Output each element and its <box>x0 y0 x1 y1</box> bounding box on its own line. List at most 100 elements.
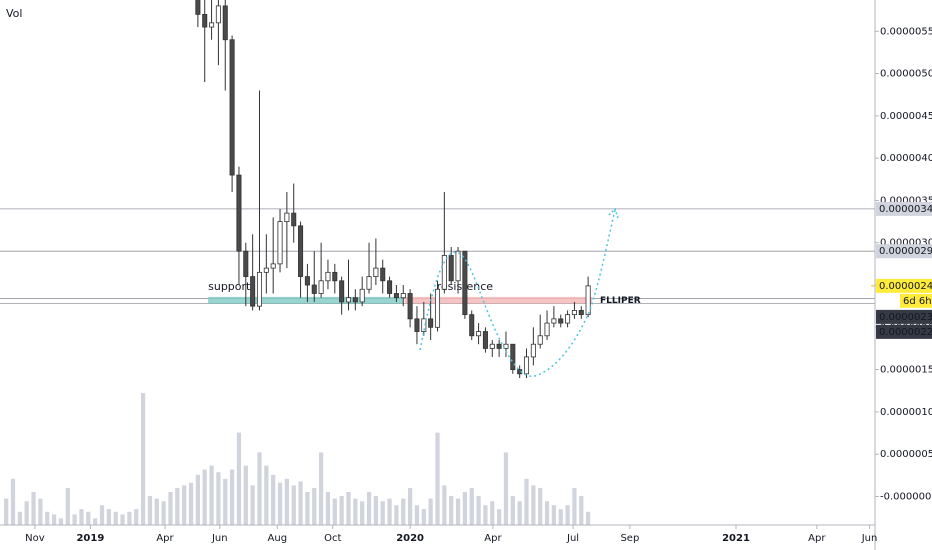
volume-bar <box>579 495 584 525</box>
zone <box>208 296 404 304</box>
candle-body <box>304 276 310 286</box>
y-tick-label: -0.00000000 <box>880 491 932 502</box>
candle-body <box>366 276 372 290</box>
volume-bar <box>332 498 337 525</box>
volume-bar <box>113 511 118 525</box>
volume-bar <box>305 492 310 525</box>
candle-body <box>325 271 331 282</box>
volume-bar <box>223 478 228 525</box>
candle-body <box>503 343 509 349</box>
candle-body <box>229 39 235 176</box>
x-tick-label: Sep <box>620 533 639 544</box>
volume-bar <box>318 452 324 525</box>
candle-body <box>222 5 228 41</box>
volume-bar <box>168 492 173 525</box>
projection-arrow <box>608 207 619 219</box>
x-tick-label: Aug <box>268 533 288 544</box>
volume-bar <box>312 488 317 525</box>
candle-body <box>421 318 427 332</box>
volume-bar <box>449 495 454 525</box>
candle-body <box>434 288 441 328</box>
candle-body <box>571 310 577 316</box>
x-tick-label: Apr <box>156 533 174 544</box>
volume-bar <box>277 482 283 525</box>
candle-body <box>359 288 365 303</box>
volume-bar <box>551 505 557 525</box>
volume-bar <box>127 511 132 525</box>
volume-bar <box>366 492 372 525</box>
candle-body <box>352 297 358 303</box>
candle-body <box>332 271 338 282</box>
volume-bar <box>161 501 166 525</box>
x-tick-label: 2020 <box>396 533 424 544</box>
volume-bar <box>490 501 495 525</box>
y-tick-label: 0.00000050 <box>880 449 932 460</box>
candle-body <box>469 314 475 337</box>
candle-body <box>263 267 269 273</box>
projection-curve <box>419 209 616 378</box>
volume-bar <box>134 509 139 525</box>
volume-bar <box>147 495 153 525</box>
candle-body <box>441 255 447 290</box>
volume-bar <box>202 469 207 525</box>
candle-body <box>428 318 434 328</box>
volume-bar <box>524 478 529 525</box>
candle-body <box>455 250 461 282</box>
x-tick-label: Nov <box>25 533 45 544</box>
volume-bar <box>476 495 481 525</box>
volume-bar <box>229 469 235 525</box>
x-tick-label: Jul <box>566 533 579 544</box>
volume-bar <box>503 452 509 525</box>
candle-body <box>523 356 530 375</box>
volume-bar <box>271 474 276 525</box>
volume-bar <box>373 495 379 525</box>
candle-body <box>400 293 406 299</box>
candle-body <box>298 225 304 277</box>
candle-body <box>373 267 379 277</box>
volume-bar <box>442 485 447 525</box>
volume-bar <box>264 465 269 525</box>
candle-body <box>250 276 256 307</box>
candle-body <box>489 343 495 349</box>
candle-body <box>202 13 208 28</box>
candle-body <box>291 212 297 227</box>
volume-bar <box>188 482 194 525</box>
volume-bar <box>298 481 303 525</box>
last-price-label: 0.00000249 <box>879 281 932 292</box>
candle-body <box>537 335 543 345</box>
x-tick-label: Apr <box>484 533 502 544</box>
volume-bar <box>339 495 344 525</box>
volume-bar <box>243 465 248 525</box>
volume-bar <box>79 509 84 525</box>
volume-bar <box>565 505 570 525</box>
candle-body <box>407 293 413 320</box>
volume-bar <box>195 474 200 525</box>
last-price-label-box <box>876 278 932 293</box>
volume-label: Vol <box>6 7 22 20</box>
candle-body <box>551 318 557 324</box>
candle-body <box>558 318 564 324</box>
volume-bar <box>401 498 406 525</box>
volume-bar <box>544 501 550 525</box>
volume-bar <box>353 498 358 525</box>
volume-bar <box>93 518 98 525</box>
volume-bar <box>4 498 9 525</box>
candle-body <box>448 255 454 282</box>
volume-bar <box>455 498 461 525</box>
volume-bar <box>387 498 392 525</box>
volume-bar <box>10 478 16 525</box>
countdown-box <box>900 293 932 308</box>
candle-body <box>476 331 482 337</box>
volume-bar <box>421 509 426 525</box>
volume-bar <box>140 393 146 525</box>
level-label-box <box>876 324 932 339</box>
volume-bar <box>24 501 29 525</box>
volume-bar <box>394 505 399 525</box>
